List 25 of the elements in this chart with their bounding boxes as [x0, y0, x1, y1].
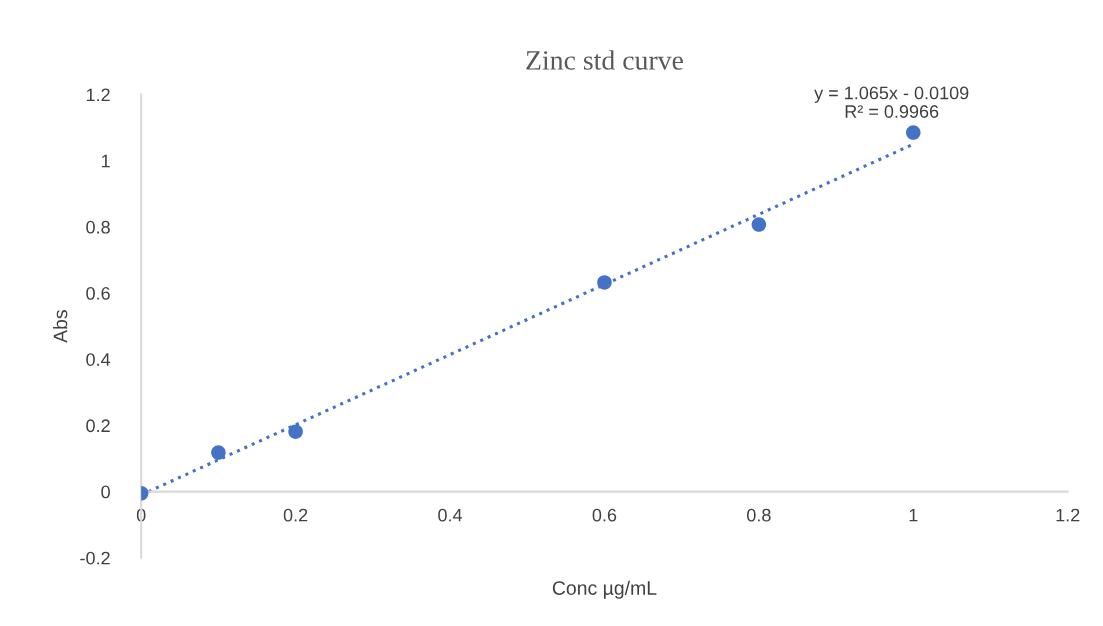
x-tick-label: 0.8 — [747, 508, 771, 522]
x-tick-label: 1 — [909, 508, 918, 522]
annotation: y = 1.065x - 0.0109 — [814, 86, 969, 103]
y-tick-label: 1.2 — [86, 88, 110, 102]
point — [906, 125, 921, 140]
point — [211, 445, 226, 460]
y-tick-label: 0.2 — [86, 419, 110, 433]
annotation: R² = 0.9966 — [845, 105, 939, 118]
x-axis-title: Conc µg/mL — [552, 580, 657, 599]
x-tick-label: 0.2 — [283, 508, 308, 522]
x-tick-label: 0 — [136, 508, 146, 522]
x-tick-label: 1.2 — [1056, 508, 1080, 522]
point — [597, 275, 612, 290]
y-tick-label: 0.4 — [86, 353, 111, 366]
y-tick-label: 1 — [101, 154, 110, 168]
point — [751, 217, 767, 232]
y-tick-label: 0.6 — [86, 286, 110, 300]
y-tick-label: 0 — [101, 485, 110, 499]
x-tick-label: 0.4 — [438, 508, 463, 522]
point — [288, 424, 303, 439]
y-tick-label: -0.2 — [80, 551, 110, 565]
x-tick-label: 0.6 — [592, 508, 617, 522]
chart-title: Zinc std curve — [526, 50, 683, 70]
y-tick-label: 0.8 — [86, 220, 110, 234]
y-axis-title: Abs — [53, 310, 68, 343]
